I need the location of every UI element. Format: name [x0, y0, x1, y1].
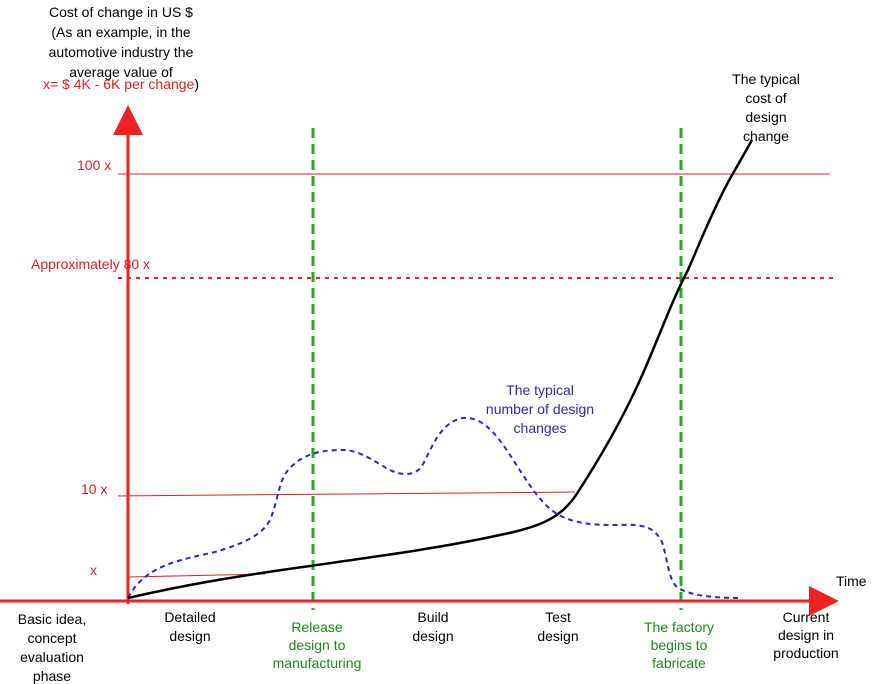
phase-factory-line-2: begins to — [651, 637, 708, 653]
phase-release-line-3: manufacturing — [273, 655, 362, 671]
y-axis-title-line-1: Cost of change in US $ — [49, 4, 193, 20]
level-label-x: x — [90, 562, 97, 578]
changes-curve-label-line-1: The typical — [506, 382, 574, 398]
reference-line-x — [127, 573, 266, 578]
phase-basic-line-4: phase — [33, 668, 71, 684]
cost-curve-label-line-4: change — [743, 128, 789, 144]
phase-release-line-1: Release — [291, 619, 343, 635]
y-axis-title-line-3: automotive industry the — [49, 44, 194, 60]
phase-test-line-2: design — [537, 628, 578, 644]
phase-label-current: Current design in production — [773, 609, 838, 661]
level-label-80x: Approximately 80 x — [31, 256, 150, 272]
x-axis-label: Time — [836, 573, 867, 589]
phase-label-build: Build design — [412, 609, 453, 644]
cost-curve-label-line-1: The typical — [732, 71, 800, 87]
phase-test-line-1: Test — [545, 609, 571, 625]
phase-label-test: Test design — [537, 609, 578, 644]
phase-release-line-2: design to — [289, 637, 346, 653]
level-label-100x: 100 x — [77, 157, 111, 173]
phase-label-detailed: Detailed design — [164, 609, 215, 644]
changes-curve-label-line-2: number of design — [486, 401, 594, 417]
phase-factory-line-1: The factory — [644, 619, 714, 635]
y-axis-title-line-2: (As an example, in the — [51, 24, 191, 40]
phase-detailed-line-1: Detailed — [164, 609, 215, 625]
phase-label-factory: The factory begins to fabricate — [644, 619, 714, 671]
cost-curve-label-line-3: design — [745, 109, 786, 125]
phase-current-line-2: design in — [778, 627, 834, 643]
y-axis-title-line-5: x= $ 4K - 6K per change) — [43, 76, 199, 92]
phase-current-line-3: production — [773, 645, 838, 661]
phase-label-basic: Basic idea, concept evaluation phase — [18, 611, 86, 684]
reference-line-10x — [117, 491, 576, 497]
phase-detailed-line-2: design — [169, 628, 210, 644]
phase-build-line-2: design — [412, 628, 453, 644]
cost-curve-label-line-2: cost of — [745, 90, 786, 106]
closing-paren: ) — [194, 76, 199, 92]
phase-basic-line-2: concept — [27, 630, 76, 646]
design-changes-curve — [127, 416, 743, 599]
phase-label-release: Release design to manufacturing — [273, 619, 362, 671]
phase-factory-line-3: fabricate — [652, 655, 706, 671]
cost-curve-label: The typical cost of design change — [732, 71, 800, 144]
changes-curve-label-line-3: changes — [514, 420, 567, 436]
changes-curve-label: The typical number of design changes — [486, 382, 594, 436]
design-change-cost-curve — [127, 139, 754, 600]
y-axis-title: Cost of change in US $ (As an example, i… — [43, 4, 199, 92]
phase-basic-line-3: evaluation — [20, 649, 84, 665]
phase-build-line-1: Build — [417, 609, 448, 625]
level-label-10x: 10 x — [81, 481, 107, 497]
unit-value-text: x= $ 4K - 6K per change — [43, 76, 195, 92]
y-axis-title-line-4: average value of — [69, 64, 173, 80]
phase-current-line-1: Current — [783, 609, 830, 625]
phase-basic-line-1: Basic idea, — [18, 611, 86, 627]
